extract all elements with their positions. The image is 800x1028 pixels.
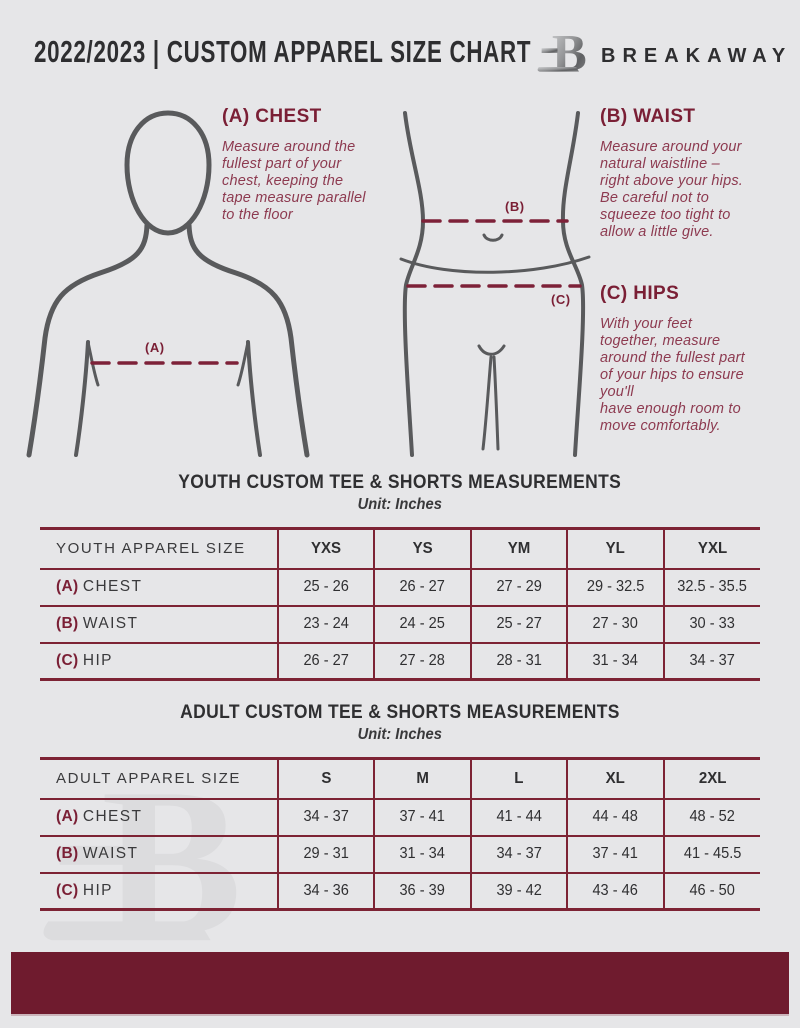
- value-cell: 41 - 44: [469, 797, 568, 836]
- youth-size-header-cell: YOUTH APPAREL SIZE: [40, 527, 278, 569]
- adult-hip-row: (C) HIP 34 - 36 36 - 39 39 - 42 43 - 46 …: [40, 871, 760, 910]
- value-cell: 48 - 52: [662, 797, 760, 836]
- waist-instruction-heading: (B) WAIST: [600, 106, 696, 127]
- row-label-cell: (B) WAIST: [40, 604, 278, 643]
- adult-unit-label: Unit: Inches: [357, 726, 443, 743]
- youth-section: YOUTH CUSTOM TEE & SHORTS MEASUREMENTS U…: [0, 471, 800, 681]
- row-label-cell: (C) HIP: [40, 871, 278, 910]
- adult-chest-row: (A) CHEST 34 - 37 37 - 41 41 - 44 44 - 4…: [40, 797, 760, 836]
- youth-chest-row: (A) CHEST 25 - 26 26 - 27 27 - 29 29 - 3…: [40, 567, 760, 606]
- adult-size-col: XL: [566, 757, 664, 799]
- hips-instruction-block: (C) HIPS With your feet together, measur…: [600, 283, 785, 435]
- value-cell: 26 - 27: [276, 641, 375, 680]
- youth-unit-label: Unit: Inches: [357, 496, 443, 513]
- page-title: 2022/2023 | CUSTOM APPAREL SIZE CHART: [34, 34, 532, 69]
- brand-name: BREAKAWAY: [601, 45, 793, 67]
- value-cell: 30 - 33: [662, 604, 760, 643]
- value-cell: 41 - 45.5: [662, 834, 760, 873]
- value-cell: 25 - 27: [469, 604, 568, 643]
- value-cell: 27 - 29: [469, 567, 568, 606]
- value-cell: 46 - 50: [662, 871, 760, 910]
- adult-size-col: 2XL: [662, 757, 760, 799]
- row-label-cell: (A) CHEST: [40, 567, 278, 606]
- row-label-cell: (C) HIP: [40, 641, 278, 680]
- youth-hip-row: (C) HIP 26 - 27 27 - 28 28 - 31 31 - 34 …: [40, 641, 760, 680]
- waist-hips-figure-illustration: [399, 111, 591, 457]
- waist-instruction-text: Measure around your natural waistline – …: [600, 139, 744, 240]
- value-cell: 26 - 27: [373, 567, 471, 606]
- value-cell: 27 - 28: [373, 641, 471, 680]
- value-cell: 27 - 30: [566, 604, 664, 643]
- youth-size-col: YS: [373, 527, 471, 569]
- value-cell: 34 - 37: [276, 797, 375, 836]
- hips-instruction-heading: (C) HIPS: [600, 283, 680, 304]
- breakaway-logo-icon: B: [537, 24, 587, 82]
- footer-bar: [11, 952, 789, 1016]
- value-cell: 29 - 32.5: [566, 567, 664, 606]
- youth-section-title: YOUTH CUSTOM TEE & SHORTS MEASUREMENTS: [178, 472, 622, 493]
- adult-size-col: M: [373, 757, 471, 799]
- value-cell: 25 - 26: [276, 567, 375, 606]
- youth-size-col: YL: [566, 527, 664, 569]
- value-cell: 36 - 39: [373, 871, 471, 910]
- value-cell: 37 - 41: [373, 797, 471, 836]
- figure-chest-line-label: (A): [145, 340, 165, 355]
- chest-instruction-block: (A) CHEST Measure around the fullest par…: [222, 106, 407, 224]
- value-cell: 34 - 36: [276, 871, 375, 910]
- value-cell: 31 - 34: [373, 834, 471, 873]
- value-cell: 37 - 41: [566, 834, 664, 873]
- youth-waist-row: (B) WAIST 23 - 24 24 - 25 25 - 27 27 - 3…: [40, 604, 760, 643]
- adult-table-header-row: ADULT APPAREL SIZE S M L XL 2XL: [40, 757, 760, 799]
- youth-size-col: YXS: [276, 527, 375, 569]
- hips-instruction-text: With your feet together, measure around …: [600, 316, 745, 434]
- value-cell: 34 - 37: [469, 834, 568, 873]
- adult-size-col: L: [469, 757, 568, 799]
- row-label-cell: (A) CHEST: [40, 797, 278, 836]
- figure-hips-line-label: (C): [551, 292, 571, 307]
- chest-figure-illustration: [26, 110, 310, 458]
- adult-size-header-cell: ADULT APPAREL SIZE: [40, 757, 278, 799]
- row-label-cell: (B) WAIST: [40, 834, 278, 873]
- value-cell: 28 - 31: [469, 641, 568, 680]
- adult-section-title: ADULT CUSTOM TEE & SHORTS MEASUREMENTS: [180, 702, 620, 723]
- value-cell: 34 - 37: [662, 641, 760, 680]
- chest-instruction-heading: (A) CHEST: [222, 106, 322, 127]
- waist-instruction-block: (B) WAIST Measure around your natural wa…: [600, 106, 780, 241]
- value-cell: 43 - 46: [566, 871, 664, 910]
- value-cell: 31 - 34: [566, 641, 664, 680]
- value-cell: 24 - 25: [373, 604, 471, 643]
- svg-text:B: B: [552, 24, 587, 82]
- adult-size-col: S: [276, 757, 375, 799]
- youth-size-table: YOUTH APPAREL SIZE YXS YS YM YL YXL (A) …: [40, 527, 760, 681]
- value-cell: 29 - 31: [276, 834, 375, 873]
- youth-size-col: YM: [469, 527, 568, 569]
- youth-table-header-row: YOUTH APPAREL SIZE YXS YS YM YL YXL: [40, 527, 760, 569]
- value-cell: 32.5 - 35.5: [662, 567, 760, 606]
- adult-section: ADULT CUSTOM TEE & SHORTS MEASUREMENTS U…: [0, 701, 800, 911]
- value-cell: 39 - 42: [469, 871, 568, 910]
- value-cell: 44 - 48: [566, 797, 664, 836]
- adult-size-table: ADULT APPAREL SIZE S M L XL 2XL (A) CHES…: [40, 757, 760, 911]
- adult-waist-row: (B) WAIST 29 - 31 31 - 34 34 - 37 37 - 4…: [40, 834, 760, 873]
- chest-instruction-text: Measure around the fullest part of your …: [222, 139, 366, 223]
- figure-waist-line-label: (B): [505, 199, 525, 214]
- youth-size-col: YXL: [662, 527, 760, 569]
- value-cell: 23 - 24: [276, 604, 375, 643]
